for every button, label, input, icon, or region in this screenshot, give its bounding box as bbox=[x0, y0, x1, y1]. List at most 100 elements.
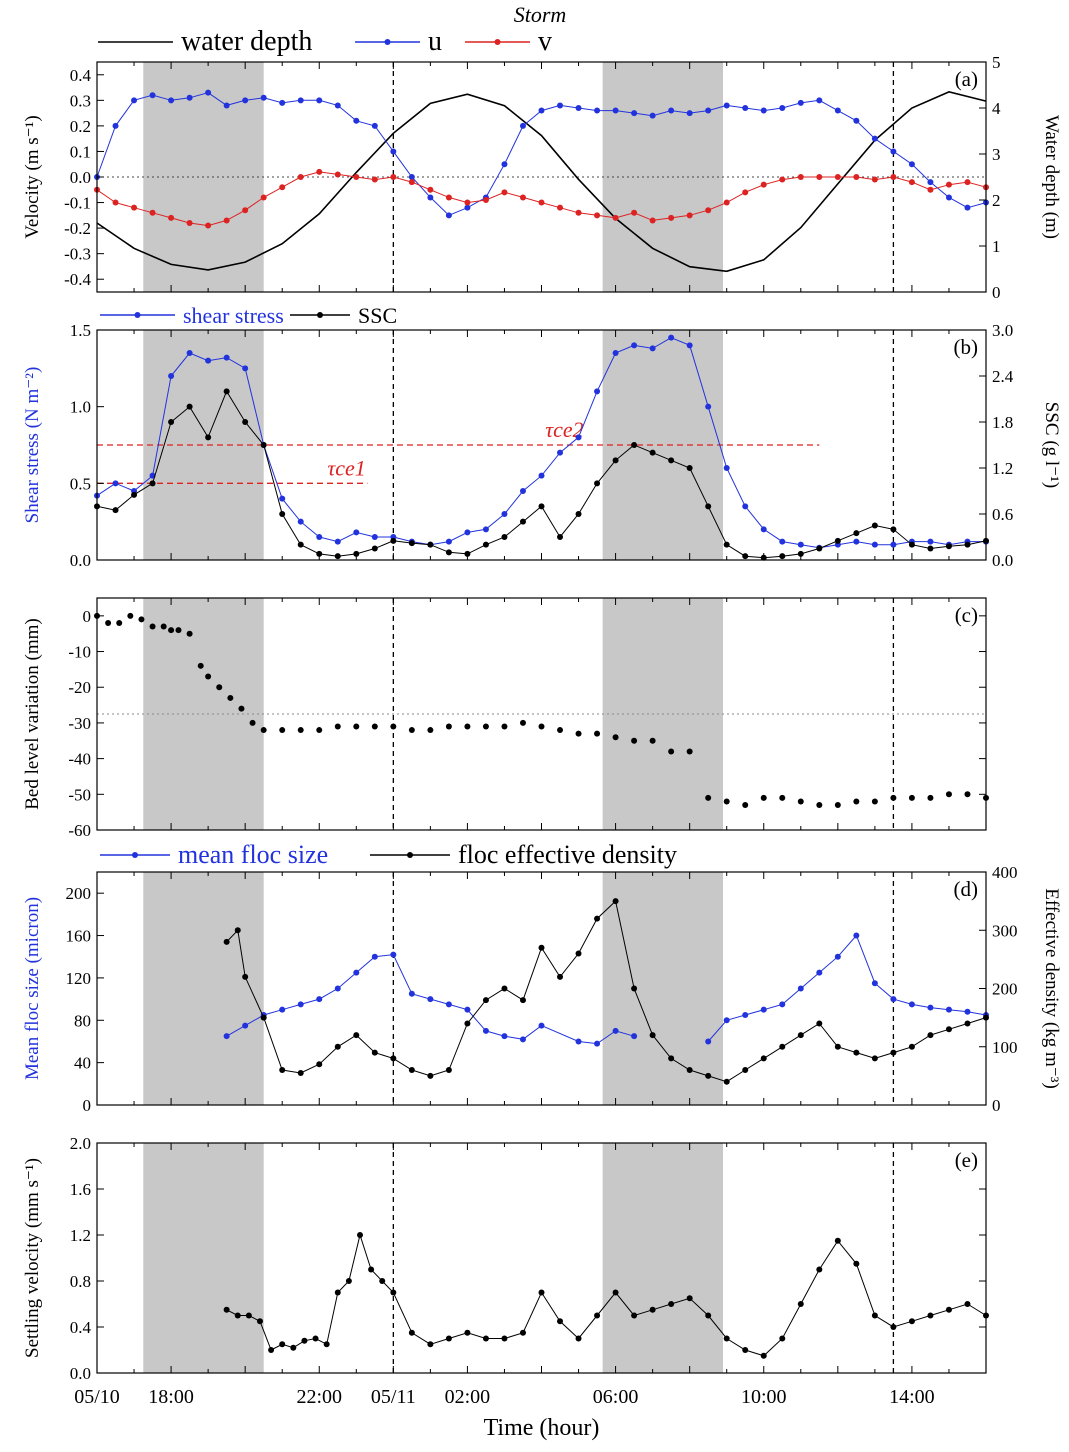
storm-shade-1-4 bbox=[602, 1143, 724, 1373]
y2tick-label-d-3: 100 bbox=[992, 1038, 1018, 1057]
data-point-b-1-46 bbox=[945, 543, 952, 550]
ytick-label-d-2: 120 bbox=[66, 969, 92, 988]
data-point-d-0-11 bbox=[427, 996, 434, 1003]
data-point-c-0-52 bbox=[927, 794, 934, 801]
data-point-d-1-4 bbox=[279, 1067, 286, 1074]
xtick-label-5: 06:00 bbox=[593, 1386, 639, 1408]
data-point-d-0-6 bbox=[334, 985, 341, 992]
data-point-d-0-39 bbox=[964, 1008, 971, 1015]
data-point-a-1-30 bbox=[649, 112, 656, 119]
data-point-d-1-8 bbox=[353, 1032, 360, 1039]
y2tick-label-b-3: 1.2 bbox=[992, 459, 1013, 478]
data-point-c-0-49 bbox=[871, 798, 878, 805]
y2tick-label-d-4: 0 bbox=[992, 1096, 1001, 1115]
data-point-b-1-18 bbox=[427, 541, 434, 548]
data-point-b-1-6 bbox=[205, 434, 212, 441]
data-point-c-0-30 bbox=[519, 719, 526, 726]
data-point-c-0-4 bbox=[138, 616, 145, 623]
data-point-d-0-36 bbox=[908, 1001, 915, 1008]
legend-d-1-marker bbox=[407, 852, 413, 858]
data-point-b-0-28 bbox=[612, 350, 619, 356]
series-line-a-0 bbox=[96, 91, 987, 273]
data-point-d-0-26 bbox=[723, 1017, 730, 1024]
y2tick-label-b-4: 0.6 bbox=[992, 505, 1013, 524]
data-point-a-2-6 bbox=[205, 222, 212, 229]
data-point-b-0-37 bbox=[779, 538, 786, 545]
data-point-c-0-39 bbox=[686, 748, 693, 755]
data-point-e-0-33 bbox=[723, 1335, 730, 1342]
panel-tag-a: (a) bbox=[955, 67, 978, 91]
ytick-label-d-1: 160 bbox=[66, 927, 92, 946]
ytick-label-c-6: -60 bbox=[68, 821, 91, 840]
data-point-c-0-20 bbox=[334, 723, 341, 730]
data-point-d-1-11 bbox=[408, 1067, 415, 1074]
data-point-b-1-27 bbox=[594, 480, 601, 487]
data-point-e-0-20 bbox=[482, 1335, 489, 1342]
data-point-d-1-36 bbox=[871, 1055, 878, 1062]
data-point-a-1-28 bbox=[612, 107, 619, 114]
ytick-label-d-4: 40 bbox=[74, 1054, 91, 1073]
data-point-a-2-7 bbox=[223, 217, 230, 224]
data-point-a-1-35 bbox=[742, 105, 749, 111]
data-point-c-0-54 bbox=[964, 791, 971, 798]
ytick-label-c-5: -50 bbox=[68, 785, 91, 804]
xtick-label-4: 02:00 bbox=[445, 1386, 491, 1408]
ytick-label-e-0: 2.0 bbox=[70, 1134, 91, 1153]
data-point-c-0-14 bbox=[238, 705, 245, 712]
data-point-c-0-42 bbox=[742, 802, 749, 809]
panel-tag-c: (c) bbox=[955, 603, 978, 627]
data-point-a-2-9 bbox=[260, 194, 267, 201]
data-point-d-0-38 bbox=[945, 1006, 952, 1013]
data-point-e-0-10 bbox=[334, 1289, 341, 1296]
data-point-a-2-39 bbox=[816, 174, 823, 180]
data-point-b-1-24 bbox=[538, 503, 545, 510]
data-point-d-1-3 bbox=[260, 1014, 267, 1021]
data-point-e-0-19 bbox=[464, 1329, 471, 1336]
data-point-d-1-5 bbox=[297, 1069, 304, 1076]
data-point-b-0-26 bbox=[575, 434, 582, 441]
data-point-b-1-43 bbox=[890, 526, 897, 533]
data-point-b-1-41 bbox=[853, 530, 860, 537]
data-point-a-2-46 bbox=[945, 181, 952, 188]
data-point-d-1-34 bbox=[834, 1043, 841, 1050]
data-point-d-0-5 bbox=[316, 996, 323, 1003]
data-point-b-1-14 bbox=[353, 550, 360, 557]
data-point-a-2-4 bbox=[168, 214, 175, 221]
data-point-d-0-34 bbox=[871, 980, 878, 987]
data-point-d-1-9 bbox=[371, 1049, 378, 1056]
data-point-a-2-22 bbox=[501, 189, 508, 196]
data-point-c-0-43 bbox=[760, 794, 767, 801]
ytick-label-e-5: 0.0 bbox=[70, 1364, 91, 1383]
data-point-e-0-15 bbox=[390, 1289, 397, 1296]
xtick-label-6: 10:00 bbox=[741, 1386, 787, 1408]
storm-shade-0-3 bbox=[143, 872, 264, 1105]
data-point-b-1-37 bbox=[779, 553, 786, 560]
data-point-e-0-11 bbox=[345, 1278, 352, 1284]
data-point-a-2-45 bbox=[927, 186, 934, 193]
data-point-b-1-29 bbox=[631, 442, 638, 448]
data-point-d-1-39 bbox=[927, 1032, 934, 1039]
legend-b-1-label: SSC bbox=[358, 303, 397, 328]
data-point-a-1-19 bbox=[445, 212, 452, 219]
y2tick-label-a-4: 1 bbox=[992, 237, 1001, 256]
data-point-a-2-1 bbox=[112, 199, 119, 206]
data-point-a-2-30 bbox=[649, 217, 656, 224]
data-point-d-0-9 bbox=[390, 951, 397, 958]
xaxis-label: Time (hour) bbox=[484, 1415, 600, 1441]
data-point-a-2-27 bbox=[594, 212, 601, 219]
y2tick-label-a-1: 4 bbox=[992, 99, 1001, 118]
ytick-label-e-2: 1.2 bbox=[70, 1226, 91, 1245]
legend-b-1-marker bbox=[317, 312, 323, 318]
data-point-a-1-5 bbox=[186, 94, 193, 101]
data-point-e-0-30 bbox=[668, 1301, 675, 1307]
data-point-e-0-25 bbox=[575, 1335, 582, 1342]
data-point-d-0-33 bbox=[853, 932, 860, 939]
y2tick-label-a-2: 3 bbox=[992, 145, 1001, 164]
data-point-a-2-43 bbox=[890, 174, 897, 180]
data-point-a-2-17 bbox=[408, 179, 415, 186]
data-point-c-0-44 bbox=[779, 794, 786, 801]
data-point-c-0-22 bbox=[371, 723, 378, 730]
ytick-label-a-0: 0.4 bbox=[70, 66, 92, 85]
